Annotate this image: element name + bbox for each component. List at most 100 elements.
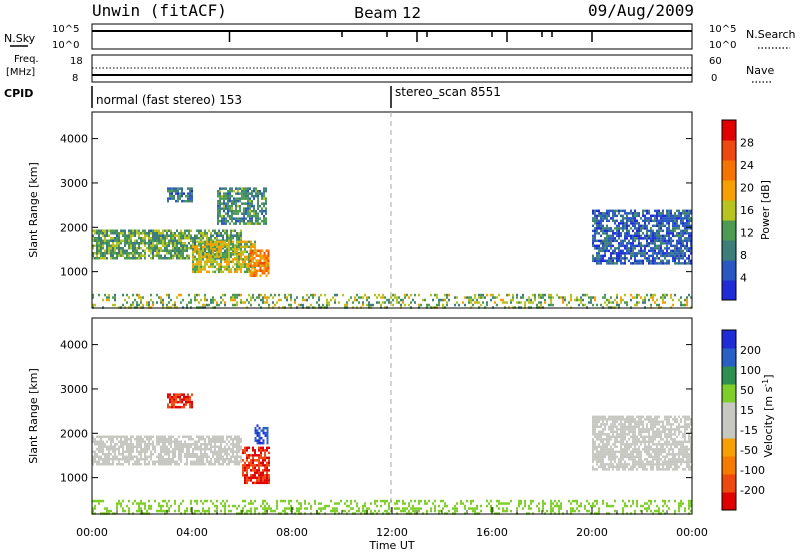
heatmap-cell [678, 415, 680, 419]
heatmap-cell [660, 259, 662, 263]
heatmap-cell [388, 301, 390, 304]
heatmap-cell [126, 460, 128, 463]
heatmap-cell [266, 481, 268, 485]
heatmap-cell [654, 443, 656, 446]
heatmap-cell [594, 443, 596, 446]
heatmap-cell [658, 455, 660, 459]
heatmap-cell [120, 252, 122, 255]
heatmap-cell [114, 303, 116, 307]
heatmap-cell [112, 242, 114, 245]
heatmap-cell [630, 423, 632, 426]
heatmap-cell [98, 448, 100, 451]
heatmap-cell [654, 232, 656, 235]
heatmap-cell [210, 301, 212, 304]
heatmap-cell [660, 430, 662, 434]
heatmap-cell [644, 234, 646, 238]
heatmap-cell [630, 212, 632, 215]
heatmap-cell [678, 453, 680, 456]
heatmap-cell [204, 509, 206, 513]
heatmap-cell [187, 194, 189, 198]
heatmap-cell [187, 398, 189, 401]
heatmap-cell [640, 450, 642, 454]
heatmap-cell [260, 441, 263, 445]
heatmap-cell [178, 239, 180, 242]
heatmap-cell [400, 303, 402, 307]
heatmap-cell [96, 455, 98, 458]
heatmap-cell [142, 242, 144, 245]
heatmap-cell [650, 232, 652, 235]
heatmap-cell [174, 244, 176, 247]
heatmap-cell [265, 189, 267, 193]
heatmap-cell [194, 499, 196, 503]
heatmap-cell [200, 268, 202, 271]
heatmap-cell [628, 430, 630, 434]
heatmap-cell [212, 263, 214, 266]
heatmap-cell [642, 420, 644, 424]
heatmap-cell [302, 303, 304, 307]
heatmap-cell [620, 242, 622, 245]
heatmap-cell [183, 199, 185, 203]
heatmap-cell [222, 448, 224, 451]
heatmap-cell [232, 450, 234, 453]
heatmap-cell [219, 194, 221, 198]
heatmap-cell [255, 252, 258, 255]
heatmap-cell [124, 450, 126, 453]
heatmap-cell [239, 217, 241, 220]
heatmap-cell [358, 301, 360, 304]
heatmap-cell [640, 242, 642, 245]
heatmap-cell [544, 301, 546, 304]
heatmap-cell [116, 448, 118, 451]
heatmap-cell [124, 249, 126, 252]
heatmap-cell [664, 219, 666, 223]
heatmap-cell [684, 212, 686, 215]
heatmap-cell [646, 453, 648, 456]
heatmap-cell [218, 448, 220, 451]
heatmap-cell [344, 509, 346, 513]
heatmap-cell [612, 239, 614, 243]
heatmap-cell [596, 209, 598, 213]
heatmap-cell [656, 217, 658, 220]
heatmap-cell [236, 245, 238, 249]
heatmap-cell [252, 459, 254, 462]
heatmap-cell [144, 448, 146, 451]
heatmap-cell [302, 296, 304, 299]
heatmap-cell [464, 296, 466, 299]
heatmap-cell [232, 240, 234, 244]
heatmap-cell [626, 445, 628, 449]
heatmap-cell [124, 460, 126, 463]
heatmap-cell [626, 249, 628, 253]
heatmap-cell [446, 301, 448, 304]
heatmap-cell [120, 502, 122, 505]
heatmap-cell [656, 224, 658, 228]
heatmap-cell [626, 455, 628, 459]
heatmap-cell [260, 436, 263, 440]
heatmap-cell [249, 199, 251, 203]
heatmap-cell [168, 499, 170, 503]
heatmap-cell [668, 440, 670, 444]
heatmap-cell [254, 451, 256, 455]
heatmap-cell [608, 440, 610, 444]
heatmap-cell [634, 214, 636, 218]
heatmap-cell [594, 468, 596, 471]
heatmap-cell [608, 212, 610, 215]
heatmap-cell [674, 212, 676, 215]
heatmap-cell [640, 262, 642, 265]
heatmap-cell [266, 429, 269, 432]
heatmap-cell [688, 425, 690, 429]
heatmap-cell [600, 460, 602, 464]
heatmap-cell [646, 259, 648, 263]
heatmap-cell [259, 217, 261, 220]
heatmap-cell [194, 298, 196, 302]
heatmap-cell [666, 247, 668, 250]
heatmap-cell [130, 229, 132, 232]
heatmap-cell [658, 460, 660, 464]
heatmap-cell [192, 463, 194, 466]
heatmap-cell [136, 239, 138, 242]
heatmap-cell [253, 264, 256, 267]
heatmap-cell [386, 298, 388, 302]
heatmap-cell [206, 234, 208, 237]
heatmap-cell [550, 303, 552, 307]
heatmap-cell [261, 219, 263, 223]
heatmap-cell [218, 460, 220, 463]
heatmap-cell [225, 197, 227, 200]
